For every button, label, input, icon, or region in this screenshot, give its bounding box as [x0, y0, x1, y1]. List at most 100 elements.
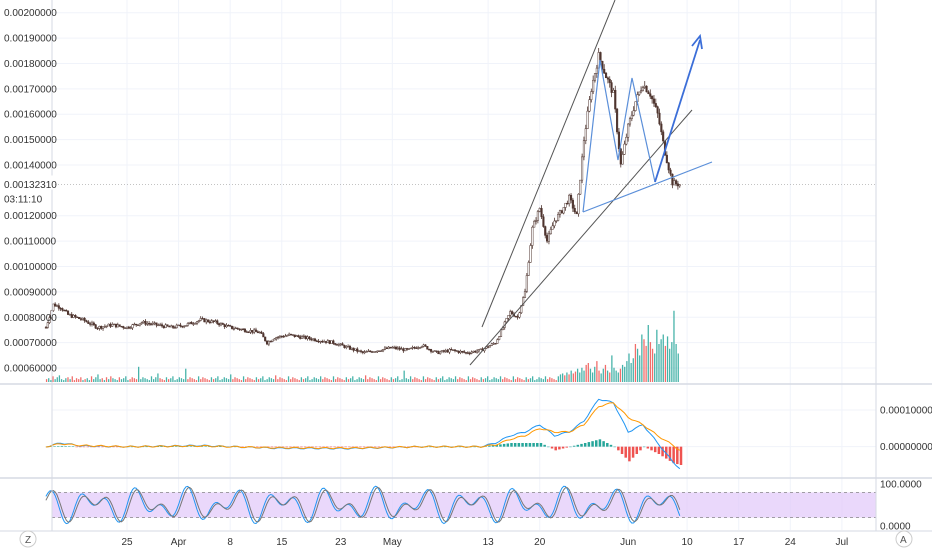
candle-body: [459, 350, 462, 353]
volume-bar: [253, 380, 255, 382]
candle-body: [562, 207, 565, 214]
volume-bar: [427, 377, 429, 382]
candle-body: [347, 346, 350, 348]
time-tick-label: 13: [483, 537, 495, 548]
volume-bar: [238, 379, 240, 382]
candle-body: [321, 341, 324, 343]
volume-bar: [99, 379, 101, 382]
time-tick-label: 17: [733, 537, 745, 548]
candle-body: [453, 349, 457, 351]
candle-body: [236, 327, 239, 330]
volume-bar: [570, 370, 572, 382]
volume-bar: [619, 368, 622, 382]
volume-bar: [341, 379, 343, 382]
macd-histogram-bar: [591, 441, 594, 447]
volume-bar: [195, 380, 198, 382]
candle-body: [234, 327, 237, 330]
price-tick-label: 0.00180000: [4, 59, 57, 70]
volume-bar: [167, 379, 170, 382]
candle-body: [538, 208, 541, 212]
volume-bar: [152, 379, 155, 382]
time-tick-label: Jul: [835, 537, 848, 548]
macd-histogram-bar: [97, 446, 101, 448]
candle-body: [72, 314, 75, 318]
volume-bar: [649, 342, 652, 382]
projection-arrow-line: [654, 39, 701, 183]
volume-bar: [110, 376, 112, 382]
candle-body: [418, 347, 422, 349]
candle-body: [288, 333, 291, 336]
candle-body: [667, 162, 670, 171]
macd-histogram-bar: [502, 443, 506, 447]
volume-bar: [373, 379, 375, 382]
volume-bar: [574, 371, 577, 382]
macd-histogram-bar: [524, 443, 528, 447]
candle-body: [208, 321, 211, 323]
candle-body: [168, 325, 171, 328]
candle-body: [525, 275, 528, 292]
volume-bar: [182, 379, 185, 382]
candle-body: [131, 324, 134, 329]
volume-bar: [628, 353, 630, 382]
candle-body: [394, 346, 398, 350]
macd-histogram-bar: [359, 446, 362, 448]
candle-body: [230, 325, 234, 329]
macd-histogram-bar: [550, 446, 554, 449]
auto-scale-button[interactable]: A: [895, 530, 913, 548]
candle-body: [328, 340, 331, 344]
volume-bar: [210, 377, 213, 382]
macd-histogram-bar: [160, 446, 163, 448]
candle-body: [57, 305, 60, 309]
candle-body: [54, 303, 57, 307]
timezone-button[interactable]: Z: [19, 530, 37, 548]
volume-bar: [97, 374, 99, 382]
candle-body: [656, 106, 659, 114]
volume-bar: [360, 378, 362, 382]
volume-bar: [330, 380, 333, 382]
candle-body: [297, 335, 300, 337]
volume-bar: [90, 376, 93, 382]
candle-body: [194, 323, 197, 325]
macd-histogram-bar: [200, 446, 204, 447]
macd-histogram-bar: [130, 446, 134, 448]
candle-body: [577, 193, 580, 215]
candle-body: [286, 335, 289, 337]
volume-bar: [581, 367, 583, 382]
macd-histogram-bar: [635, 446, 639, 454]
candle-body: [404, 348, 407, 352]
candle-body: [361, 351, 364, 353]
volume-bar: [236, 378, 238, 382]
drawing-layer[interactable]: [469, 0, 713, 366]
volume-bar: [617, 372, 619, 382]
volume-bar: [364, 375, 367, 382]
candle-body: [315, 340, 318, 342]
volume-bar: [189, 377, 191, 382]
candle-body: [221, 323, 224, 325]
candle-body: [188, 321, 191, 324]
macd-histogram-bar: [539, 443, 543, 447]
volume-bar: [349, 378, 352, 382]
candle-body: [48, 317, 51, 323]
volume-bar: [208, 380, 210, 382]
macd-histogram-bar: [517, 443, 521, 447]
candle-body: [146, 323, 149, 325]
volume-bar: [664, 345, 667, 382]
volume-bar: [317, 379, 320, 382]
candle-body: [429, 349, 433, 352]
candle-body: [223, 324, 226, 328]
volume-bar: [591, 372, 594, 382]
volume-bar: [120, 379, 123, 382]
countdown-label: 03:11:10: [4, 195, 43, 206]
volume-bar: [435, 377, 437, 382]
candle-body: [496, 339, 499, 344]
candle-body: [354, 348, 357, 351]
volume-bar: [532, 376, 534, 382]
volume-bar: [277, 379, 279, 382]
candle-body: [592, 79, 595, 92]
macd-histogram-bar: [322, 446, 325, 448]
candle-body: [293, 334, 296, 337]
candle-body: [417, 347, 420, 349]
candle-body: [313, 338, 316, 342]
macd-histogram-bar: [307, 446, 311, 448]
